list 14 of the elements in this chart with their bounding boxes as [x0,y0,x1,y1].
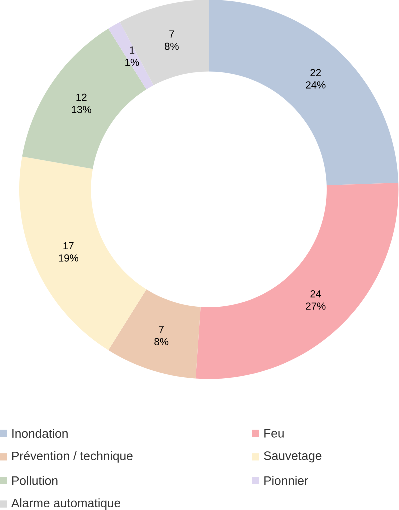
data-label: 22 24% [306,69,326,89]
data-label: 7 8% [154,326,169,346]
legend-label: Sauvetage [264,452,322,463]
data-label: 12 13% [72,94,92,114]
data-label: 17 19% [59,242,79,262]
legend-label: Feu [264,429,284,438]
legend-label: Prévention / technique [12,451,133,463]
data-label: 24 27% [306,290,326,310]
legend-label: Pionnier [264,476,308,486]
data-label: 1 1% [126,46,140,66]
legend-label: Alarme automatique [12,498,121,510]
legend-label: Pollution [12,476,58,486]
data-label: 7 8% [165,30,180,50]
legend-label: Inondation [12,429,68,438]
